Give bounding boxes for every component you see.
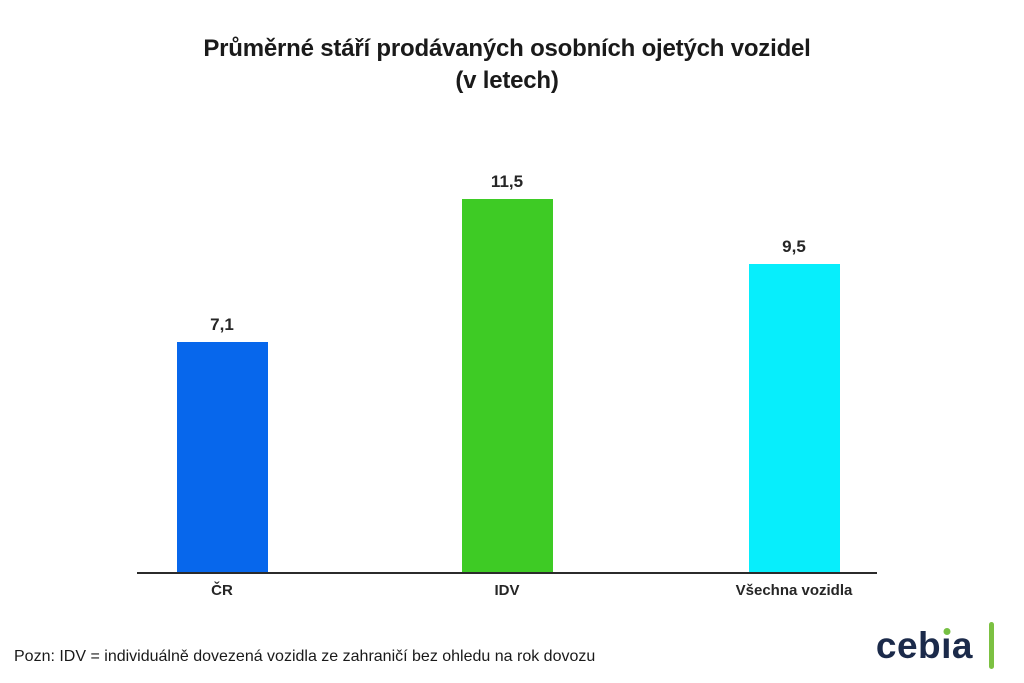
bar-value-label: 9,5 — [782, 237, 806, 256]
plot-area: 7,1 ČR 11,5 IDV 9,5 Všechna vozidla — [137, 160, 877, 599]
cebia-logo: ceb ıa — [876, 622, 994, 669]
logo-part1: ceb — [875, 625, 942, 666]
bar-group-vsechna-vozidla: 9,5 Všechna vozidla — [704, 237, 884, 599]
bar-group-cr: 7,1 ČR — [132, 315, 312, 599]
logo-green-bar-icon — [989, 622, 994, 669]
logo-i-dot — [943, 628, 951, 635]
footnote: Pozn: IDV = individuálně dovezená vozidl… — [14, 648, 596, 665]
x-axis-line — [137, 572, 877, 574]
bar-vsechna-vozidla — [748, 264, 840, 572]
chart-title: Průměrné stáří prodávaných osobních ojet… — [137, 33, 877, 98]
bar-value-label: 11,5 — [490, 172, 524, 191]
chart-title-line2: (v letech) — [455, 67, 559, 95]
bar-cr — [176, 342, 268, 572]
category-label-cr: ČR — [211, 582, 233, 599]
logo-letter-i: ı — [941, 627, 952, 664]
cebia-logo-text: ceb ıa — [876, 627, 973, 664]
logo-part2: ı — [941, 625, 952, 666]
logo-part3: a — [951, 625, 973, 666]
bar-value-label: 7,1 — [210, 315, 234, 334]
bar-idv — [461, 199, 553, 572]
category-label-idv: IDV — [494, 582, 520, 599]
category-label-vsechna-vozidla: Všechna vozidla — [735, 582, 853, 599]
bar-group-idv: 11,5 IDV — [417, 172, 597, 599]
chart-title-line1: Průměrné stáří prodávaných osobních ojet… — [203, 35, 811, 62]
